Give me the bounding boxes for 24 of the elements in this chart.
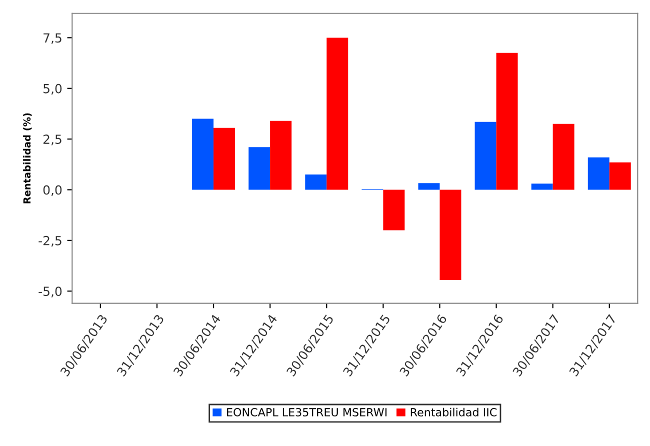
bar xyxy=(474,122,496,190)
y-tick-label: -5,0 xyxy=(38,286,62,298)
legend-label: EONCAPL LE35TREU MSERWI xyxy=(227,408,386,416)
y-tick-label: 5,0 xyxy=(44,84,62,95)
y-axis-title: Rentabilidad (%) xyxy=(23,113,32,204)
bar xyxy=(588,157,610,190)
y-tick-label: 7,5 xyxy=(44,33,62,44)
bar xyxy=(383,190,405,230)
bar xyxy=(214,128,236,190)
bar xyxy=(418,183,440,190)
bar xyxy=(248,147,270,190)
y-tick-label: 2,5 xyxy=(43,134,62,146)
bar xyxy=(609,162,631,190)
bar xyxy=(305,174,327,190)
legend-label: Rentabilidad IIC xyxy=(410,408,497,416)
bar xyxy=(326,38,348,190)
y-tick-label: 0,0 xyxy=(43,185,62,196)
y-tick-label: -2,5 xyxy=(38,236,62,247)
bar xyxy=(496,52,518,190)
bar xyxy=(270,120,292,190)
bar xyxy=(192,118,214,190)
bar xyxy=(440,190,462,280)
bar xyxy=(531,184,553,190)
bar xyxy=(552,124,574,190)
